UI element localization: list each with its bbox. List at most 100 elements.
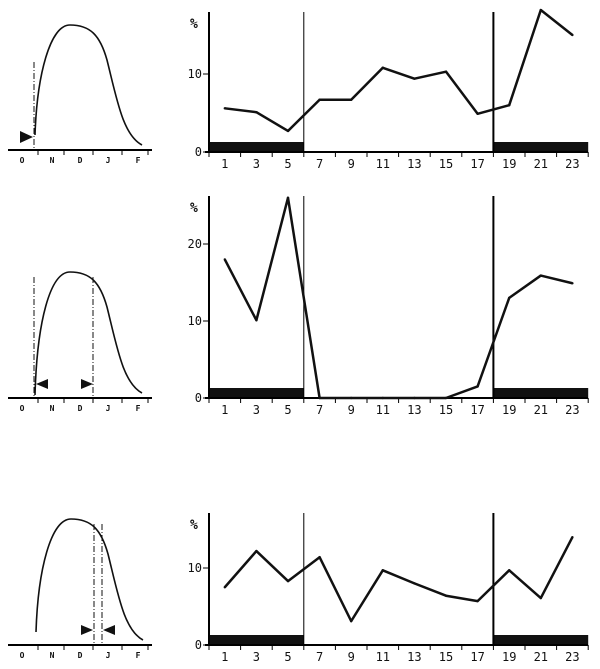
data-point bbox=[381, 66, 384, 69]
data-point bbox=[476, 112, 479, 115]
x-tick-label: 15 bbox=[439, 403, 453, 417]
data-point bbox=[318, 396, 321, 400]
data-point bbox=[286, 196, 290, 199]
data-point bbox=[476, 599, 479, 603]
data-line bbox=[223, 536, 574, 623]
month-label: N bbox=[50, 156, 55, 165]
month-label: O bbox=[20, 404, 25, 413]
month-label: D bbox=[78, 404, 83, 413]
data-point bbox=[381, 396, 384, 400]
x-tick-label: 19 bbox=[502, 157, 516, 171]
x-tick-label: 15 bbox=[439, 157, 453, 171]
x-tick-label: 11 bbox=[376, 403, 390, 417]
y-tick-label: 20 bbox=[188, 237, 202, 251]
night-band bbox=[209, 635, 304, 645]
month-label: F bbox=[136, 404, 141, 413]
month-label: F bbox=[136, 651, 141, 660]
data-point bbox=[571, 33, 574, 37]
x-tick-label: 9 bbox=[348, 650, 355, 664]
data-point bbox=[571, 282, 574, 285]
month-label: N bbox=[50, 651, 55, 660]
x-tick-label: 11 bbox=[376, 650, 390, 664]
data-point bbox=[350, 619, 353, 623]
arrow-marker-icon bbox=[81, 379, 93, 389]
data-point bbox=[508, 569, 511, 572]
season-curve bbox=[35, 518, 144, 641]
x-tick-label: 7 bbox=[316, 157, 323, 171]
data-point bbox=[318, 98, 321, 101]
x-tick-label: 7 bbox=[316, 403, 323, 417]
x-tick-label: 5 bbox=[284, 403, 291, 417]
data-point bbox=[350, 98, 353, 101]
night-band bbox=[209, 388, 304, 398]
y-tick-label: 10 bbox=[188, 561, 202, 575]
month-label: D bbox=[78, 651, 83, 660]
data-point bbox=[255, 549, 258, 553]
x-tick-label: 5 bbox=[284, 650, 291, 664]
month-label: J bbox=[106, 156, 111, 165]
x-tick-label: 7 bbox=[316, 650, 323, 664]
x-tick-label: 3 bbox=[253, 403, 260, 417]
y-tick-label: 0 bbox=[195, 638, 202, 652]
y-tick-label: 10 bbox=[188, 314, 202, 328]
night-band bbox=[209, 142, 304, 152]
month-label: O bbox=[20, 156, 25, 165]
x-tick-label: 13 bbox=[407, 157, 421, 171]
data-point bbox=[444, 396, 448, 400]
data-point bbox=[381, 569, 384, 572]
data-point bbox=[508, 296, 511, 300]
data-point bbox=[539, 274, 542, 277]
data-line bbox=[224, 8, 574, 133]
data-point bbox=[508, 104, 511, 107]
data-point bbox=[223, 586, 226, 589]
x-tick-label: 9 bbox=[348, 157, 355, 171]
x-tick-label: 3 bbox=[253, 650, 260, 664]
x-tick-label: 19 bbox=[502, 650, 516, 664]
data-point bbox=[223, 107, 226, 110]
data-point bbox=[539, 8, 542, 12]
month-label: F bbox=[136, 156, 141, 165]
data-point bbox=[571, 536, 574, 539]
y-tick-label: 0 bbox=[195, 391, 202, 405]
data-point bbox=[318, 556, 321, 559]
night-band bbox=[493, 142, 589, 152]
night-band bbox=[493, 388, 589, 398]
y-axis-label: % bbox=[190, 201, 198, 216]
arrow-marker-icon bbox=[36, 379, 48, 389]
x-tick-label: 13 bbox=[407, 650, 421, 664]
data-point bbox=[223, 258, 226, 261]
season-curve bbox=[34, 271, 143, 396]
x-tick-label: 11 bbox=[376, 157, 390, 171]
x-tick-label: 15 bbox=[439, 650, 453, 664]
x-tick-label: 23 bbox=[565, 403, 579, 417]
y-tick-label: 10 bbox=[188, 67, 202, 81]
x-tick-label: 17 bbox=[470, 403, 484, 417]
data-point bbox=[286, 129, 290, 133]
data-point bbox=[539, 596, 542, 600]
x-tick-label: 21 bbox=[534, 650, 548, 664]
data-point bbox=[350, 396, 353, 400]
x-tick-label: 21 bbox=[534, 403, 548, 417]
data-point bbox=[286, 579, 290, 583]
x-tick-label: 19 bbox=[502, 403, 516, 417]
x-tick-label: 17 bbox=[470, 157, 484, 171]
arrow-marker-icon bbox=[103, 625, 115, 635]
month-label: D bbox=[78, 156, 83, 165]
data-point bbox=[255, 111, 258, 114]
night-band bbox=[493, 635, 589, 645]
data-line bbox=[223, 196, 573, 400]
month-label: O bbox=[20, 651, 25, 660]
data-point bbox=[413, 396, 416, 400]
y-axis-label: % bbox=[190, 17, 198, 32]
season-curve bbox=[34, 24, 143, 146]
x-tick-label: 13 bbox=[407, 403, 421, 417]
x-tick-label: 21 bbox=[534, 157, 548, 171]
data-point bbox=[413, 582, 416, 585]
